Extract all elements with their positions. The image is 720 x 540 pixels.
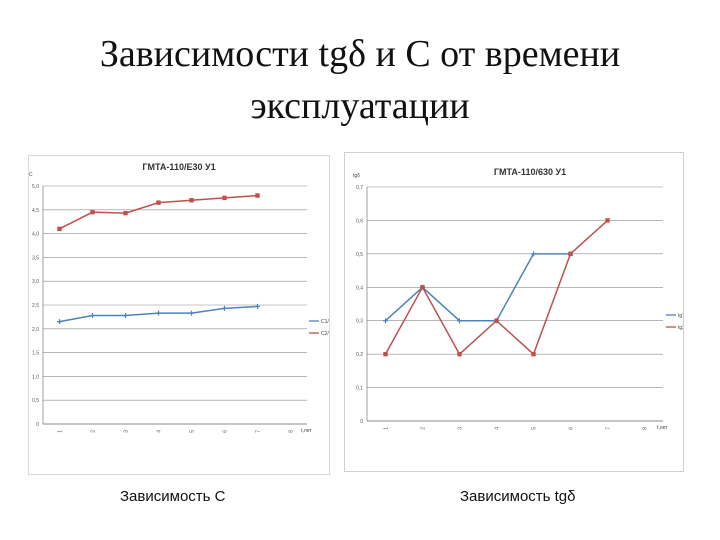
- x-tick-label: 3: [458, 427, 464, 430]
- x-tick-label: 4: [157, 430, 163, 433]
- legend-label: С1/3: [321, 319, 329, 325]
- data-point: [605, 218, 610, 223]
- y-axis-label: tgδ: [353, 173, 360, 179]
- y-tick-label: 3,5: [32, 255, 39, 261]
- chart-title: ГМТА-110/630 У1: [494, 167, 566, 177]
- legend-label: tg2: [678, 325, 683, 331]
- y-axis-label: С: [29, 172, 33, 178]
- x-tick-label: 5: [190, 430, 196, 433]
- caption-capacitance: Зависимость С: [120, 488, 226, 505]
- data-point: [255, 303, 260, 309]
- series-line-1: [384, 253, 571, 322]
- y-tick-label: 2,0: [32, 327, 39, 333]
- data-point: [457, 318, 462, 324]
- y-tick-label: 0,1: [356, 386, 363, 392]
- data-point: [383, 318, 388, 324]
- data-point: [457, 351, 462, 357]
- y-tick-label: 0: [360, 419, 363, 425]
- x-tick-label: 7: [606, 427, 612, 430]
- legend-label: С2/3: [321, 331, 329, 337]
- caption-tgdelta: Зависимость tgδ: [460, 488, 576, 505]
- data-point: [189, 198, 194, 203]
- y-tick-label: 3,0: [32, 279, 39, 285]
- x-tick-label: 2: [91, 430, 97, 433]
- x-tick-label: 8: [643, 427, 649, 430]
- x-tick-label: 6: [569, 427, 575, 430]
- y-tick-label: 0,4: [356, 285, 363, 291]
- data-point: [255, 193, 260, 198]
- y-tick-label: 1,5: [32, 351, 39, 357]
- y-tick-label: 0,2: [356, 352, 363, 358]
- data-point: [494, 318, 499, 323]
- data-point: [568, 251, 573, 257]
- slide-title-line2: эксплуатации: [250, 85, 470, 127]
- x-tick-label: 8: [289, 430, 295, 433]
- chart-title: ГМТА-110/Е30 У1: [142, 162, 215, 172]
- data-point: [383, 351, 388, 357]
- data-point: [90, 209, 95, 215]
- x-axis-label: t,лет: [657, 425, 668, 431]
- x-tick-label: 5: [532, 427, 538, 430]
- y-tick-label: 5,0: [32, 184, 39, 190]
- data-point: [531, 351, 536, 357]
- x-axis-label: t,лет: [301, 428, 312, 434]
- data-point: [222, 305, 227, 311]
- data-point: [57, 226, 62, 232]
- y-tick-label: 4,0: [32, 232, 39, 238]
- y-tick-label: 0,7: [356, 185, 363, 191]
- y-tick-label: 2,5: [32, 303, 39, 309]
- slide-title-line1: Зависимости tgδ и С от времени: [99, 33, 621, 75]
- y-tick-label: 0: [36, 422, 39, 428]
- data-point: [222, 195, 227, 201]
- data-point: [57, 319, 62, 325]
- legend-label: tg1: [678, 313, 683, 319]
- data-point: [156, 310, 161, 316]
- y-tick-label: 1,0: [32, 374, 39, 380]
- x-tick-label: 6: [223, 430, 229, 433]
- x-tick-label: 2: [421, 427, 427, 430]
- data-point: [189, 310, 194, 316]
- data-point: [531, 251, 536, 257]
- y-tick-label: 0,5: [356, 252, 363, 258]
- x-tick-label: 3: [124, 430, 130, 433]
- data-point: [123, 312, 128, 318]
- chart-tgdelta: ГМТА-110/630 У1 tgδ t,лет 0 0,1 0,2 0,3 0,4 0,5 0…: [353, 167, 683, 431]
- chart-capacitance: ГМТА-110/Е30 У1 Сt,лет 0 0,5 1,0 1,5 2,0 2,5 3,0…: [29, 162, 329, 434]
- slide-title: Зависимости tgδ и С от времени эксплуата…: [0, 28, 720, 132]
- data-point: [156, 200, 161, 205]
- x-tick-label: 1: [58, 430, 64, 433]
- x-tick-label: 7: [256, 430, 262, 433]
- x-tick-label: 4: [495, 427, 501, 430]
- data-point: [90, 312, 95, 318]
- chart-tgdelta-panel: ГМТА-110/630 У1 tgδ t,лет 0 0,1 0,2 0,3 0,4 0,5 0…: [344, 152, 684, 472]
- x-tick-label: 1: [384, 427, 390, 430]
- y-tick-label: 0,3: [356, 319, 363, 325]
- data-point: [123, 210, 128, 216]
- y-tick-label: 4,5: [32, 208, 39, 214]
- y-tick-label: 0,5: [32, 398, 39, 404]
- data-point: [420, 285, 425, 290]
- y-tick-label: 0,6: [356, 218, 363, 224]
